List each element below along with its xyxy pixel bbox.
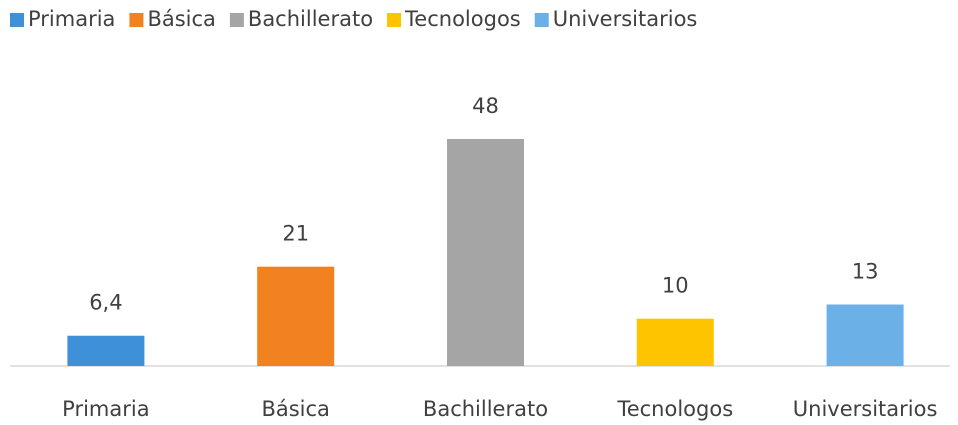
legend-swatch: [129, 13, 144, 27]
legend-swatch: [10, 13, 24, 27]
data-label: 21: [282, 222, 309, 246]
x-tick-label: Tecnologos: [616, 397, 733, 421]
legend-label: Bachillerato: [248, 7, 373, 31]
data-label: 13: [852, 260, 879, 284]
bar: [257, 266, 335, 366]
legend-label: Universitarios: [553, 7, 698, 31]
legend-label: Primaria: [28, 7, 115, 31]
legend-label: Básica: [147, 7, 215, 31]
bar: [447, 138, 524, 366]
data-label: 6,4: [89, 291, 122, 315]
legend-label: Tecnologos: [404, 7, 521, 31]
bar: [67, 335, 145, 366]
legend-swatch: [534, 13, 549, 27]
legend-swatch: [387, 13, 402, 27]
x-tick-label: Bachillerato: [423, 397, 548, 421]
data-label: 10: [662, 274, 689, 298]
bar: [826, 304, 904, 366]
x-tick-label: Universitarios: [793, 397, 938, 421]
x-tick-label: Primaria: [62, 397, 149, 421]
legend-swatch: [229, 13, 244, 27]
x-tick-label: Básica: [261, 397, 329, 421]
data-label: 48: [472, 94, 499, 118]
bar: [636, 318, 714, 366]
